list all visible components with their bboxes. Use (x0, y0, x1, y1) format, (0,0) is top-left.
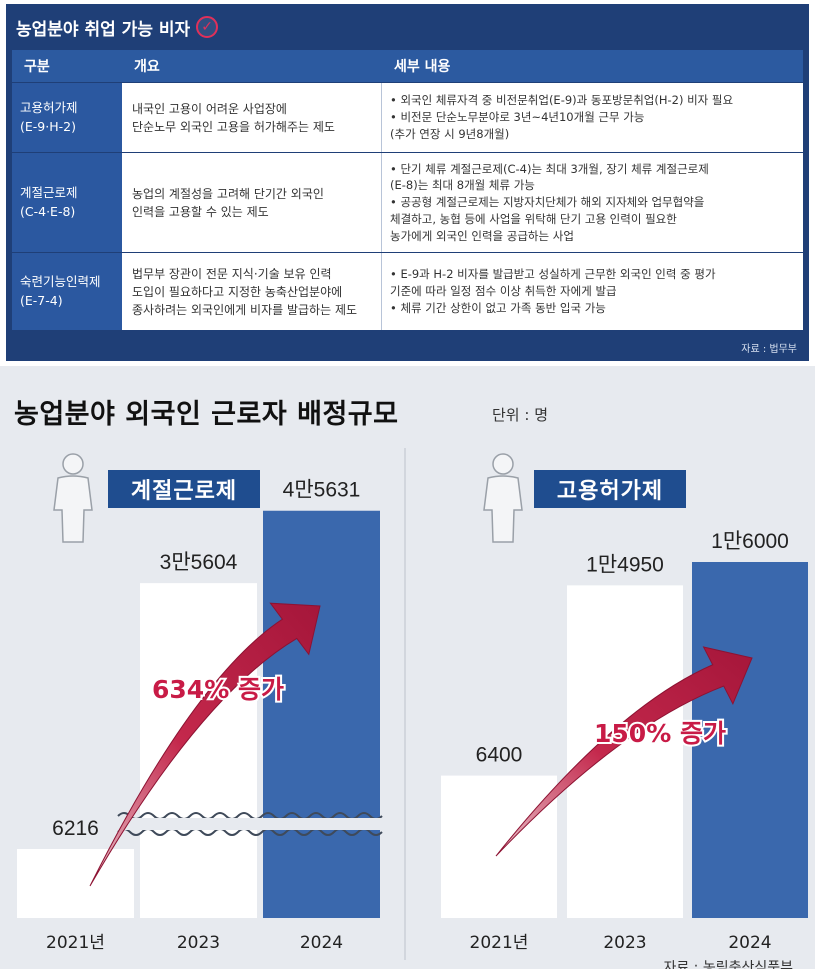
data-label: 1만4950 (586, 553, 664, 576)
overview-line: 종사하려는 외국인에게 비자를 발급하는 제도 (132, 302, 358, 317)
category-code: (E-7-4) (20, 292, 63, 308)
table-source: 자료 : 법무부 (741, 344, 797, 355)
overview-line: 농업의 계절성을 고려해 단기간 외국인 (132, 186, 324, 201)
detail-line: • 비전문 단순노무분야로 3년~4년10개월 근무 가능 (390, 110, 645, 125)
detail-line: • E-9과 H-2 비자를 발급받고 성실하게 근무한 외국인 인력 중 평가 (390, 267, 716, 282)
employment-permit-badge: 고용허가제 (534, 470, 686, 508)
visa-table-panel: 농업분야 취업 가능 비자 ✓ 구분 개요 세부 내용 고용허가제 (E-9·H… (6, 4, 809, 361)
row-details: • 단기 체류 계절근로제(C-4)는 최대 3개월, 장기 체류 계절근로제 … (382, 153, 803, 252)
data-label: 6400 (476, 744, 523, 767)
x-tick-label: 2021년 (46, 933, 105, 953)
category-name: 계절근로제 (20, 185, 78, 201)
person-icon (483, 453, 523, 543)
detail-line: (추가 연장 시 9년8개월) (390, 126, 510, 141)
bar-charts: 6216 2021년 3만5604 2023 4만5631 2024 634% 증가 6400… (17, 479, 808, 953)
category-name: 고용허가제 (20, 100, 78, 116)
row-category: 계절근로제 (C-4·E-8) (12, 153, 122, 252)
data-label: 6216 (52, 817, 99, 840)
detail-line: 체결하고, 농협 등에 사업을 위탁해 단기 고용 인력이 필요한 (390, 211, 677, 226)
category-code: (E-9·H-2) (20, 118, 76, 134)
bar (140, 583, 257, 918)
seasonal-worker-badge: 계절근로제 (108, 470, 260, 508)
overview-line: 인력을 고용할 수 있는 제도 (132, 204, 269, 219)
row-overview: 내국인 고용이 어려운 사업장에 단순노무 외국인 고용을 허가해주는 제도 (122, 83, 382, 152)
row-overview: 법무부 장관이 전문 지식·기술 보유 인력 도입이 필요하다고 지정한 농축산… (122, 253, 382, 330)
bar (17, 849, 134, 918)
check-icon: ✓ (196, 16, 219, 38)
x-tick-label: 2023 (177, 933, 220, 953)
person-icon (53, 453, 93, 543)
bar (263, 510, 380, 918)
detail-line: (E-8)는 최대 8개월 체류 가능 (390, 178, 535, 193)
data-label: 3만5604 (160, 551, 238, 574)
overview-line: 단순노무 외국인 고용을 허가해주는 제도 (132, 119, 335, 134)
bar (567, 585, 683, 918)
overview-line: 법무부 장관이 전문 지식·기술 보유 인력 (132, 266, 332, 281)
bar (441, 775, 557, 918)
growth-annotation: 634% 증가 (152, 675, 284, 704)
header-category: 구분 (24, 59, 50, 75)
row-details: • E-9과 H-2 비자를 발급받고 성실하게 근무한 외국인 인력 중 평가… (382, 253, 803, 330)
table-row: 계절근로제 (C-4·E-8) 농업의 계절성을 고려해 단기간 외국인 인력을… (12, 152, 803, 252)
row-overview: 농업의 계절성을 고려해 단기간 외국인 인력을 고용할 수 있는 제도 (122, 153, 382, 252)
data-label: 4만5631 (283, 479, 361, 502)
overview-line: 내국인 고용이 어려운 사업장에 (132, 101, 287, 116)
detail-line: • 단기 체류 계절근로제(C-4)는 최대 3개월, 장기 체류 계절근로제 (390, 161, 709, 176)
table-header: 구분 개요 세부 내용 (12, 50, 803, 82)
header-details: 세부 내용 (394, 59, 451, 75)
row-category: 숙련기능인력제 (E-7-4) (12, 253, 122, 330)
detail-line: • 외국인 체류자격 중 비전문취업(E-9)과 동포방문취업(H-2) 비자 … (390, 93, 734, 108)
growth-annotation: 150% 증가 (594, 719, 726, 748)
row-details: • 외국인 체류자격 중 비전문취업(E-9)과 동포방문취업(H-2) 비자 … (382, 83, 803, 152)
growth-arrow (495, 646, 753, 857)
bar (692, 562, 808, 918)
axis-break-gap (118, 818, 382, 830)
x-tick-label: 2024 (728, 933, 771, 953)
visa-table: 구분 개요 세부 내용 고용허가제 (E-9·H-2) 내국인 고용이 어려운 … (12, 50, 803, 330)
x-tick-label: 2024 (300, 933, 343, 953)
table-title: 농업분야 취업 가능 비자 ✓ (16, 14, 219, 40)
growth-arrow (89, 602, 321, 887)
detail-line: • 공공형 계절근로제는 지방자치단체가 해외 지자체와 업무협약을 (390, 195, 705, 210)
panel-divider (404, 448, 406, 960)
x-tick-label: 2023 (603, 933, 646, 953)
overview-line: 도입이 필요하다고 지정한 농축산업분야에 (132, 284, 343, 299)
detail-line: 농가에게 외국인 인력을 공급하는 사업 (390, 228, 574, 243)
data-label: 1만6000 (711, 530, 789, 553)
chart-unit: 단위 : 명 (492, 406, 548, 424)
category-name: 숙련기능인력제 (20, 274, 101, 290)
chart-source: 자료 : 농림축산식품부 (663, 960, 793, 969)
chart-area: 농업분야 외국인 근로자 배정규모 단위 : 명 계절근로제 고용허가제 621… (0, 366, 815, 969)
category-code: (C-4·E-8) (20, 203, 76, 219)
detail-line: 기준에 따라 일정 점수 이상 취득한 자에게 발급 (390, 284, 617, 299)
table-row: 고용허가제 (E-9·H-2) 내국인 고용이 어려운 사업장에 단순노무 외국… (12, 82, 803, 152)
x-tick-label: 2021년 (470, 933, 529, 953)
header-overview: 개요 (134, 59, 160, 75)
table-row: 숙련기능인력제 (E-7-4) 법무부 장관이 전문 지식·기술 보유 인력 도… (12, 252, 803, 330)
detail-line: • 체류 기간 상한이 없고 가족 동반 입국 가능 (390, 300, 606, 315)
table-title-text: 농업분야 취업 가능 비자 (16, 19, 191, 40)
row-category: 고용허가제 (E-9·H-2) (12, 83, 122, 152)
chart-title: 농업분야 외국인 근로자 배정규모 (14, 399, 399, 430)
